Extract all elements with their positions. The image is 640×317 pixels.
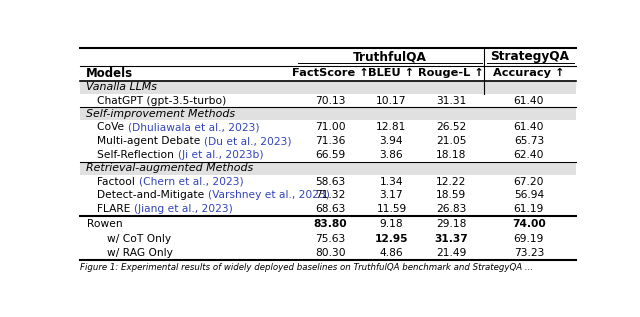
Text: FactScore ↑: FactScore ↑ [292, 68, 369, 78]
Text: Figure 1: Experimental results of widely deployed baselines on TruthfulQA benchm: Figure 1: Experimental results of widely… [80, 262, 533, 272]
Text: 31.37: 31.37 [434, 234, 468, 243]
Text: (Dhuliawala et al., 2023): (Dhuliawala et al., 2023) [128, 122, 259, 133]
Text: 61.19: 61.19 [514, 204, 544, 214]
Text: 26.52: 26.52 [436, 122, 466, 133]
Text: 3.17: 3.17 [380, 191, 403, 200]
Text: 29.18: 29.18 [436, 219, 466, 229]
Text: Self-improvement Methods: Self-improvement Methods [86, 109, 235, 119]
Text: 18.59: 18.59 [436, 191, 466, 200]
Text: 4.86: 4.86 [380, 248, 403, 258]
Text: 75.63: 75.63 [316, 234, 346, 243]
Text: 12.95: 12.95 [375, 234, 408, 243]
Text: 10.17: 10.17 [376, 95, 407, 106]
Text: Rowen: Rowen [88, 219, 123, 229]
Text: CoVe: CoVe [97, 122, 128, 133]
Text: 18.18: 18.18 [436, 150, 466, 160]
Text: 71.36: 71.36 [316, 136, 346, 146]
Text: 58.63: 58.63 [316, 177, 346, 187]
Text: 31.31: 31.31 [436, 95, 466, 106]
Text: Retrieval-augmented Methods: Retrieval-augmented Methods [86, 163, 253, 173]
Text: 12.22: 12.22 [436, 177, 466, 187]
Text: 61.40: 61.40 [514, 95, 544, 106]
Text: 26.83: 26.83 [436, 204, 466, 214]
Text: 83.80: 83.80 [314, 219, 348, 229]
Text: w/ CoT Only: w/ CoT Only [108, 234, 172, 243]
Text: 71.32: 71.32 [316, 191, 346, 200]
Text: (Du et al., 2023): (Du et al., 2023) [204, 136, 292, 146]
Text: 3.94: 3.94 [380, 136, 403, 146]
Text: 69.19: 69.19 [514, 234, 544, 243]
Text: Rouge-L ↑: Rouge-L ↑ [418, 68, 484, 78]
Text: 11.59: 11.59 [376, 204, 406, 214]
Text: 61.40: 61.40 [514, 122, 544, 133]
Text: Self-Reflection: Self-Reflection [97, 150, 178, 160]
Text: Accuracy ↑: Accuracy ↑ [493, 68, 564, 78]
Text: 3.86: 3.86 [380, 150, 403, 160]
Bar [80, 162, 576, 175]
Text: (Jiang et al., 2023): (Jiang et al., 2023) [134, 204, 233, 214]
Text: 56.94: 56.94 [514, 191, 544, 200]
Text: 71.00: 71.00 [315, 122, 346, 133]
Text: Multi-agent Debate: Multi-agent Debate [97, 136, 204, 146]
Text: (Chern et al., 2023): (Chern et al., 2023) [139, 177, 243, 187]
Text: FLARE: FLARE [97, 204, 134, 214]
Text: 67.20: 67.20 [514, 177, 544, 187]
Text: (Varshney et al., 2023): (Varshney et al., 2023) [208, 191, 330, 200]
Text: StrategyQA: StrategyQA [491, 50, 570, 63]
Text: 12.81: 12.81 [376, 122, 406, 133]
Text: 74.00: 74.00 [512, 219, 546, 229]
Text: 21.49: 21.49 [436, 248, 466, 258]
Text: BLEU ↑: BLEU ↑ [369, 68, 415, 78]
Text: 80.30: 80.30 [315, 248, 346, 258]
Text: 65.73: 65.73 [514, 136, 544, 146]
Text: 9.18: 9.18 [380, 219, 403, 229]
Text: 70.13: 70.13 [316, 95, 346, 106]
Text: 62.40: 62.40 [514, 150, 544, 160]
Bar [80, 81, 576, 94]
Text: Models: Models [86, 67, 133, 80]
Text: 66.59: 66.59 [316, 150, 346, 160]
Bar [80, 107, 576, 120]
Text: 1.34: 1.34 [380, 177, 403, 187]
Text: (Ji et al., 2023b): (Ji et al., 2023b) [178, 150, 263, 160]
Text: Factool: Factool [97, 177, 139, 187]
Text: TruthfulQA: TruthfulQA [353, 50, 427, 63]
Text: ChatGPT (gpt-3.5-turbo): ChatGPT (gpt-3.5-turbo) [97, 95, 227, 106]
Text: 21.05: 21.05 [436, 136, 466, 146]
Text: Detect-and-Mitigate: Detect-and-Mitigate [97, 191, 208, 200]
Text: w/ RAG Only: w/ RAG Only [108, 248, 173, 258]
Text: Vanalla LLMs: Vanalla LLMs [86, 82, 157, 92]
Text: 68.63: 68.63 [316, 204, 346, 214]
Text: 73.23: 73.23 [514, 248, 544, 258]
